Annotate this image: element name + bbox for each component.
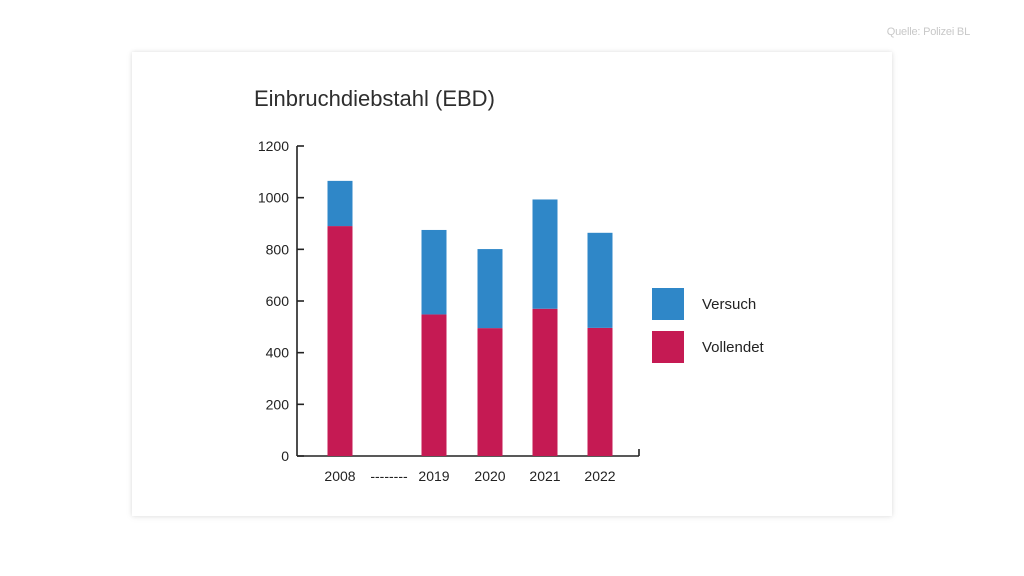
- bar-versuch-2008: [327, 180, 353, 227]
- x-axis-gap-marker: --------: [370, 468, 408, 484]
- legend-swatch-vollendet: [652, 331, 684, 363]
- bar-versuch-2021: [532, 199, 558, 309]
- y-tick-label-800: 800: [266, 241, 290, 257]
- x-tick-label-2008: 2008: [324, 468, 355, 484]
- bar-versuch-2020: [477, 249, 503, 329]
- bar-versuch-2019: [421, 229, 447, 315]
- chart-title: Einbruchdiebstahl (EBD): [254, 86, 495, 111]
- bar-chart: 0 200 400 600 800 1000 1200 2008 2019 2020 2021 202…: [258, 138, 640, 484]
- legend-label-versuch: Versuch: [702, 295, 757, 313]
- legend-item-versuch: Versuch: [652, 288, 764, 320]
- y-tick-label-400: 400: [266, 345, 290, 361]
- source-note: Quelle: Polizei BL: [886, 26, 970, 38]
- legend-swatch-versuch: [652, 288, 684, 320]
- x-tick-label-2020: 2020: [474, 468, 505, 484]
- y-tick-label-1200: 1200: [258, 138, 289, 154]
- legend-label-vollendet: Vollendet: [702, 338, 764, 356]
- bar-vollendet-2021: [532, 308, 558, 456]
- bar-vollendet-2022: [587, 327, 613, 456]
- y-tick-label-0: 0: [281, 448, 289, 464]
- y-tick-label-1000: 1000: [258, 190, 289, 206]
- y-tick-label-600: 600: [266, 293, 290, 309]
- bar-vollendet-2020: [477, 328, 503, 456]
- x-tick-label-2022: 2022: [584, 468, 615, 484]
- bar-vollendet-2019: [421, 314, 447, 456]
- bar-versuch-2022: [587, 232, 613, 328]
- y-tick-label-200: 200: [266, 396, 290, 412]
- legend-item-vollendet: Vollendet: [652, 331, 764, 363]
- bar-vollendet-2008: [327, 226, 353, 456]
- x-tick-label-2019: 2019: [418, 468, 449, 484]
- x-tick-label-2021: 2021: [529, 468, 560, 484]
- legend: Versuch Vollendet: [652, 288, 764, 374]
- chart-card: Einbruchdiebstahl (EBD) 0 200 400 600 800 100…: [132, 52, 892, 516]
